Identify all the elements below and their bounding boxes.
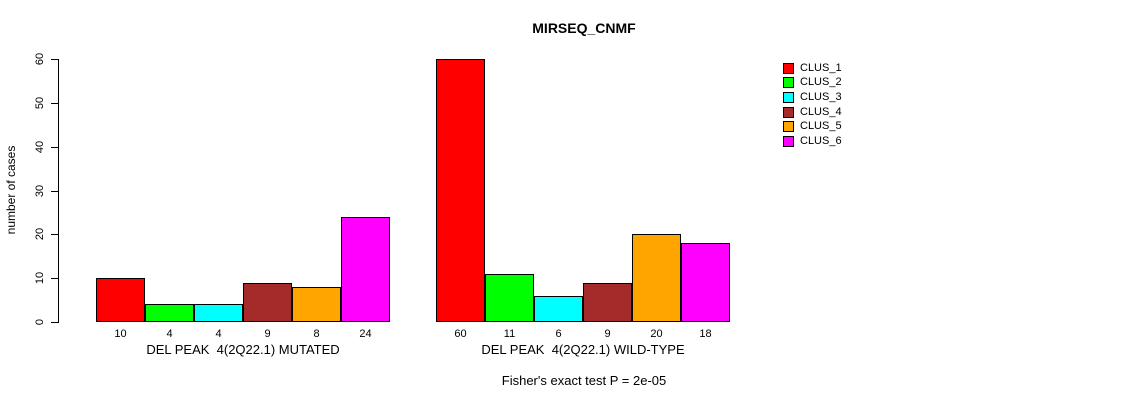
legend-item: CLUS_1 <box>783 61 842 76</box>
y-axis-line <box>58 59 59 323</box>
bar-clus_2 <box>485 274 534 322</box>
bar-clus_5 <box>632 234 681 322</box>
legend-item: CLUS_3 <box>783 90 842 105</box>
y-axis-tick-label: 40 <box>34 140 46 154</box>
legend-item: CLUS_6 <box>783 134 842 149</box>
legend-label: CLUS_1 <box>800 61 842 74</box>
bar-value-label: 10 <box>114 328 127 340</box>
y-axis-tick-label: 60 <box>34 52 46 66</box>
y-axis-tick <box>51 322 58 323</box>
bar-clus_6 <box>681 243 730 322</box>
bar-value-label: 18 <box>699 328 712 340</box>
bar-clus_1 <box>96 278 145 322</box>
bar-clus_4 <box>243 283 292 322</box>
legend-label: CLUS_6 <box>800 134 842 147</box>
plot-title: MIRSEQ_CNMF <box>532 20 636 36</box>
bar-value-label: 20 <box>650 328 663 340</box>
legend-swatch <box>783 77 794 89</box>
footer-annotation: Fisher's exact test P = 2e-05 <box>501 373 667 388</box>
y-axis-label: number of cases <box>4 145 18 235</box>
y-axis-tick <box>51 234 58 235</box>
bar-clus_4 <box>583 283 632 322</box>
category-label: DEL PEAK 4(2Q22.1) WILD-TYPE <box>481 342 685 357</box>
bar-value-label: 9 <box>604 328 611 340</box>
y-axis-tick <box>51 278 58 279</box>
y-axis-tick-label: 50 <box>34 96 46 110</box>
bar-clus_5 <box>292 287 341 322</box>
y-axis-tick <box>51 191 58 192</box>
bar-clus_2 <box>145 304 194 322</box>
bar-clus_3 <box>194 304 243 322</box>
legend-swatch <box>783 106 794 118</box>
legend-label: CLUS_3 <box>800 90 842 103</box>
y-axis-tick-label: 30 <box>34 184 46 198</box>
legend-swatch <box>783 135 794 147</box>
bar-value-label: 4 <box>215 328 222 340</box>
legend-swatch <box>783 91 794 103</box>
bar-value-label: 11 <box>503 328 516 340</box>
bar-value-label: 8 <box>313 328 320 340</box>
y-axis-tick-label: 10 <box>34 271 46 285</box>
bar-value-label: 4 <box>166 328 173 340</box>
y-axis-tick-label: 20 <box>34 227 46 241</box>
bar-value-label: 60 <box>454 328 467 340</box>
bar-clus_6 <box>341 217 390 322</box>
bar-value-label: 24 <box>359 328 372 340</box>
legend-swatch <box>783 121 794 133</box>
bar-clus_3 <box>534 296 583 322</box>
legend-item: CLUS_2 <box>783 76 842 91</box>
legend: CLUS_1 CLUS_2 CLUS_3 CLUS_4 CLUS_5 CLUS_6 <box>783 61 842 149</box>
legend-label: CLUS_2 <box>800 76 842 89</box>
category-label: DEL PEAK 4(2Q22.1) MUTATED <box>146 342 340 357</box>
legend-label: CLUS_4 <box>800 105 842 118</box>
y-axis-tick-label: 0 <box>34 318 46 326</box>
bar-value-label: 6 <box>555 328 562 340</box>
legend-label: CLUS_5 <box>800 120 842 133</box>
legend-swatch <box>783 62 794 74</box>
y-axis-tick <box>51 147 58 148</box>
bar-value-label: 9 <box>264 328 271 340</box>
y-axis-tick <box>51 103 58 104</box>
legend-item: CLUS_4 <box>783 105 842 120</box>
bar-clus_1 <box>436 59 485 322</box>
legend-item: CLUS_5 <box>783 119 842 134</box>
y-axis-tick <box>51 59 58 60</box>
